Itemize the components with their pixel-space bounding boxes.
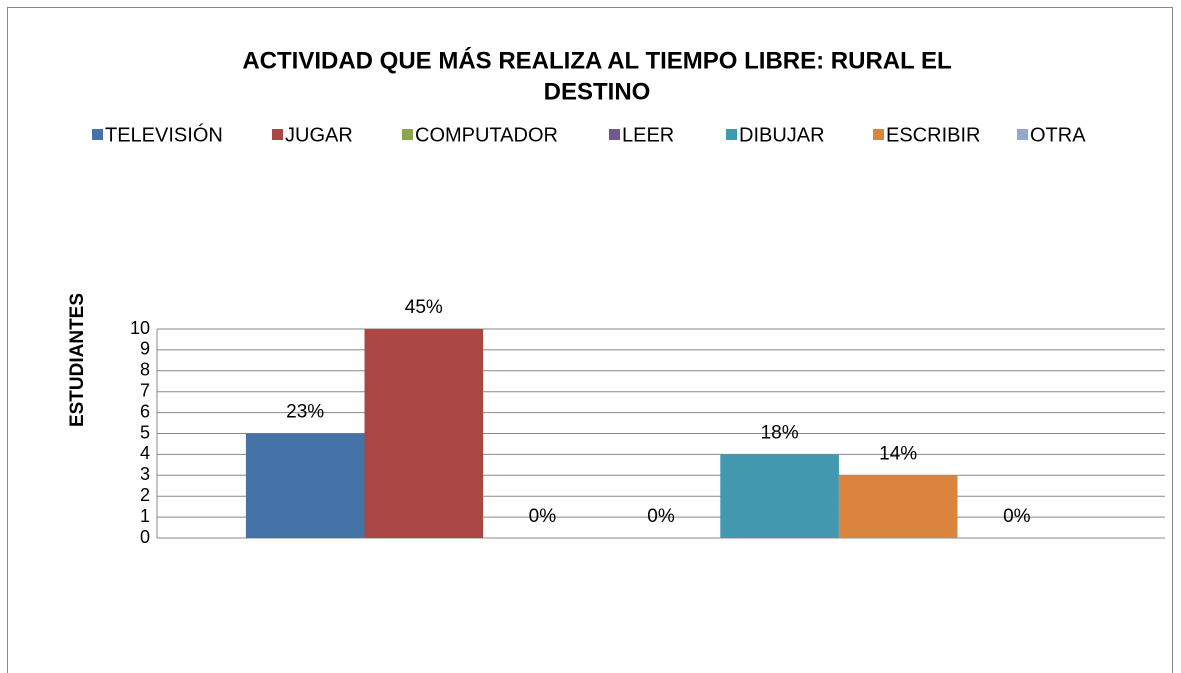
legend-label: DIBUJAR [739, 124, 825, 146]
legend-swatch [402, 129, 413, 140]
y-tick-label: 4 [140, 443, 150, 463]
y-axis-label: ESTUDIANTES [67, 293, 88, 427]
legend-label: COMPUTADOR [415, 124, 558, 146]
chart-title: ACTIVIDAD QUE MÁS REALIZA AL TIEMPO LIBR… [242, 46, 951, 74]
y-tick-label: 8 [140, 360, 150, 380]
y-tick-label: 1 [140, 506, 150, 526]
y-tick-label: 5 [140, 422, 150, 442]
legend-label: JUGAR [285, 124, 353, 146]
data-label: 18% [761, 422, 799, 443]
chart-border [7, 7, 1173, 673]
legend-swatch [272, 129, 283, 140]
data-label: 23% [286, 402, 324, 423]
legend-swatch [1017, 129, 1028, 140]
legend-swatch [873, 129, 884, 140]
y-tick-label: 6 [140, 401, 150, 421]
legend-swatch [609, 129, 620, 140]
y-tick-label: 9 [140, 339, 150, 359]
bar [720, 454, 839, 538]
legend-label: OTRA [1030, 124, 1086, 146]
chart-title-continuation: DESTINO [544, 78, 651, 105]
legend-label: TELEVISIÓN [105, 123, 223, 146]
y-tick-label: 2 [140, 485, 150, 505]
y-tick-label: 0 [140, 527, 150, 547]
y-tick-label: 3 [140, 464, 150, 484]
data-label: 0% [647, 506, 675, 527]
data-label: 0% [529, 506, 557, 527]
legend-label: LEER [622, 124, 674, 146]
data-label: 14% [879, 443, 917, 464]
legend-label: ESCRIBIR [886, 124, 980, 146]
bar [838, 475, 958, 538]
y-tick-label: 7 [140, 380, 150, 400]
y-tick-label: 10 [130, 318, 150, 338]
legend-swatch [726, 129, 737, 140]
bar [245, 433, 365, 538]
bar [364, 329, 484, 538]
legend-swatch [92, 129, 103, 140]
data-label: 45% [405, 297, 443, 318]
data-label: 0% [1003, 506, 1031, 527]
